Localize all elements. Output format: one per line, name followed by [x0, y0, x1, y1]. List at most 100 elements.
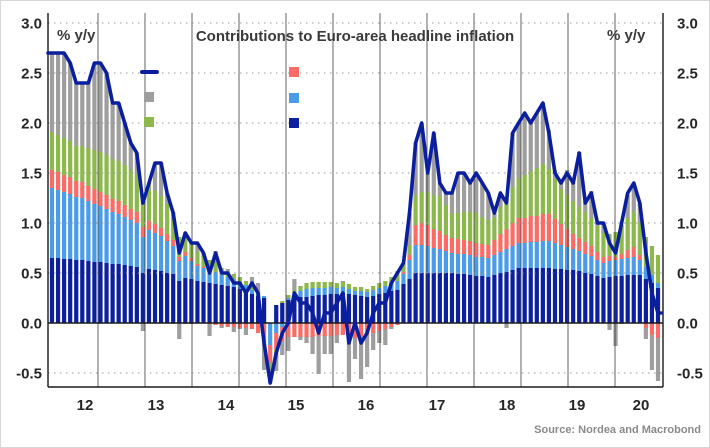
bar-segment-navy [74, 260, 79, 323]
bar-segment-red [425, 225, 430, 246]
bar-segment-red [116, 201, 121, 214]
bar-segment-lightblue [92, 204, 97, 262]
bar-segment-lightblue [583, 254, 588, 273]
bar-segment-gray [80, 83, 85, 146]
bar-segment-lightblue [274, 323, 279, 333]
bar-segment-navy [546, 268, 552, 323]
bar-segment-green [595, 226, 600, 252]
bar-segment-green [601, 233, 606, 257]
bar-segment-navy [328, 294, 333, 323]
bar-segment-lightblue [55, 190, 61, 258]
bar-segment-green [340, 282, 345, 287]
bar-segment-green [98, 152, 103, 192]
bar-segment-gray [492, 213, 497, 218]
bar-segment-gray [207, 324, 212, 336]
bar-segment-navy [443, 273, 448, 323]
legend-navy-marker [289, 118, 299, 128]
bar-segment-red [352, 323, 358, 338]
y-tick-label-right: 0.5 [677, 266, 698, 283]
bar-segment-green [158, 196, 164, 228]
bar-segment-green [571, 201, 576, 234]
bar-segment-green [365, 289, 370, 292]
bar-segment-navy [522, 268, 527, 323]
bar-segment-lightblue [480, 257, 485, 276]
bar-segment-green [346, 284, 352, 289]
bar-segment-gray [443, 193, 448, 205]
bar-segment-green [213, 263, 218, 272]
y-tick-label-left: 0.5 [21, 266, 42, 283]
y-tick-label-left: 0.0 [21, 316, 42, 333]
bar-segment-navy [407, 279, 412, 323]
bar-segment-navy [189, 279, 194, 323]
bar-segment-navy [274, 305, 279, 323]
bar-segment-lightblue [455, 254, 461, 274]
bar-segment-lightblue [213, 272, 218, 284]
bar-segment-lightblue [286, 298, 291, 300]
bar-segment-green [516, 178, 521, 218]
bar-segment-gray [310, 337, 315, 354]
bar-segment-lightblue [158, 236, 164, 271]
bar-segment-green [401, 263, 406, 272]
bar-segment-red [286, 323, 291, 337]
bar-segment-navy [158, 271, 164, 323]
bar-segment-green [104, 155, 109, 195]
bar-segment-lightblue [328, 287, 333, 294]
y-tick-label-left: 2.5 [21, 66, 42, 83]
bar-segment-green [625, 218, 630, 250]
bar-segment-lightblue [613, 260, 618, 276]
bar-segment-lightblue [643, 267, 648, 279]
bar-segment-green [316, 282, 321, 288]
bar-segment-lightblue [346, 289, 352, 294]
bar-segment-lightblue [146, 230, 152, 269]
bar-segment-lightblue [504, 249, 509, 272]
bar-segment-gray [516, 123, 521, 178]
bar-segment-red [607, 256, 612, 261]
bar-segment-lightblue [571, 249, 576, 270]
x-tick-label: 18 [499, 397, 516, 414]
bar-segment-navy [201, 282, 206, 323]
bar-segment-gray [643, 328, 648, 339]
bar-segment-lightblue [619, 259, 624, 276]
bar-segment-lightblue [486, 258, 491, 277]
bar-segment-lightblue [177, 261, 182, 281]
bar-segment-red [152, 224, 158, 233]
bar-segment-lightblue [589, 256, 594, 274]
bar-segment-red [140, 227, 145, 237]
bar-segment-gray [358, 336, 364, 379]
bar-segment-lightblue [365, 292, 370, 297]
bar-segment-gray [352, 338, 358, 359]
bar-segment-navy [231, 287, 236, 323]
bar-segment-red [516, 218, 521, 243]
bar-segment-lightblue [116, 214, 121, 264]
bar-segment-red [631, 247, 636, 257]
bar-segment-red [371, 323, 376, 333]
bar-segment-red [189, 258, 194, 261]
bar-segment-gray [498, 193, 503, 207]
bar-segment-navy [177, 281, 182, 323]
bar-segment-lightblue [377, 288, 382, 294]
bar-segment-green [280, 301, 285, 303]
bar-segment-red [528, 216, 533, 242]
bar-segment-gray [480, 183, 485, 217]
bar-segment-green [377, 283, 382, 288]
bar-segment-gray [304, 337, 309, 343]
bar-segment-lightblue [86, 201, 91, 261]
bar-segment-green [565, 195, 570, 229]
bar-segment-red [165, 234, 170, 241]
bar-segment-red [595, 252, 600, 260]
bar-segment-lightblue [298, 291, 303, 297]
bar-segment-lightblue [516, 243, 521, 268]
bar-segment-navy [292, 298, 297, 323]
bar-segment-navy [413, 273, 418, 323]
bar-segment-lightblue [419, 245, 424, 273]
y-tick-label-right: 1.0 [677, 216, 698, 233]
bar-segment-green [449, 213, 455, 238]
bar-segment-red [55, 172, 61, 190]
bar-segment-red [158, 228, 164, 236]
bar-segment-lightblue [625, 258, 630, 275]
y-tick-label-left: -0.5 [16, 366, 42, 383]
bar-segment-red [92, 189, 97, 204]
bar-segment-green [413, 195, 418, 225]
bar-segment-red [334, 323, 339, 335]
bar-segment-navy [219, 285, 224, 323]
